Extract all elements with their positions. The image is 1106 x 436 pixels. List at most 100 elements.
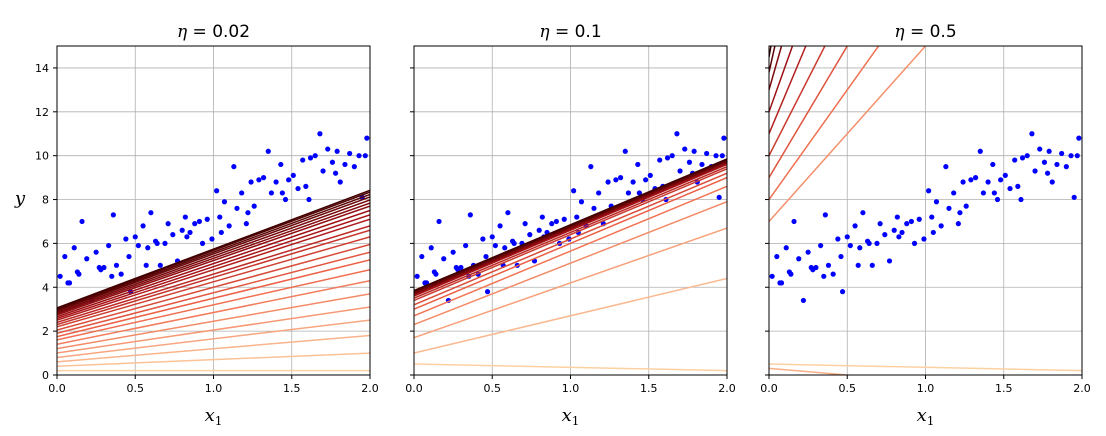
scatter-point [511, 240, 517, 246]
scatter-point [306, 196, 312, 203]
prediction-line [57, 319, 370, 359]
scatter-point [716, 194, 722, 200]
scatter-point [268, 190, 275, 196]
scatter-point [196, 218, 203, 225]
prediction-line [414, 158, 727, 292]
scatter-point [796, 256, 802, 262]
scatter-point [721, 135, 727, 141]
scatter-point [719, 153, 725, 159]
scatter-point [929, 214, 935, 220]
scatter-point [106, 242, 112, 249]
scatter-point [704, 150, 710, 157]
x-tick-label: 1.0 [205, 382, 223, 395]
scatter-point [1071, 194, 1077, 200]
scatter-point [630, 179, 636, 185]
scatter-point [245, 210, 251, 216]
prediction-line [414, 363, 727, 372]
x-tick-label: 0.0 [760, 382, 778, 395]
scatter-point [450, 249, 456, 255]
scatter-point [290, 172, 296, 179]
scatter-point [184, 234, 190, 240]
scatter-point [248, 179, 254, 185]
x-tick-label: 1.5 [640, 382, 658, 395]
scatter-point [588, 164, 594, 170]
scatter-point [282, 196, 289, 203]
scatter-points [57, 131, 370, 304]
scatter-point [891, 227, 897, 233]
scatter-point [243, 221, 249, 227]
prediction-line [769, 46, 927, 222]
x-tick-label: 2.0 [1073, 382, 1091, 395]
scatter-point [1029, 131, 1035, 137]
scatter-point [1076, 135, 1082, 141]
scatter-point [991, 190, 997, 196]
scatter-point [769, 273, 775, 279]
chart-title: η = 0.1 [539, 22, 601, 42]
scatter-point [300, 157, 306, 163]
scatter-point [453, 264, 459, 271]
scatter-point [838, 253, 844, 260]
y-tick-label: 8 [42, 194, 49, 207]
scatter-point [963, 203, 969, 209]
scatter-point [1044, 170, 1051, 176]
scatter-point [808, 264, 814, 271]
scatter-point [686, 159, 693, 165]
scatter-point [946, 205, 952, 211]
scatter-point [622, 148, 628, 154]
scatter-point [800, 297, 807, 304]
scatter-point [951, 190, 957, 196]
scatter-point [422, 280, 428, 286]
prediction-line [57, 225, 370, 324]
scatter-point [613, 177, 619, 183]
scatter-point [643, 177, 649, 183]
y-tick-label: 12 [35, 106, 49, 119]
scatter-point [818, 242, 824, 249]
scatter-point [1032, 168, 1038, 174]
prediction-line [57, 268, 370, 341]
prediction-line [57, 259, 370, 338]
scatter-point [148, 210, 154, 216]
scatter-point [596, 190, 602, 196]
x-tick-label: 1.0 [562, 382, 580, 395]
scatter-point [157, 262, 163, 268]
scatter-point [337, 179, 343, 185]
scatter-point [813, 264, 819, 271]
scatter-point [536, 227, 542, 233]
scatter-point [489, 234, 495, 240]
scatter-point [791, 218, 797, 225]
scatter-point [74, 269, 80, 275]
prediction-line [57, 218, 370, 321]
scatter-point [135, 242, 141, 249]
scatter-point [332, 170, 339, 176]
scatter-point [561, 216, 567, 222]
scatter-point [347, 150, 353, 157]
scatter-point [84, 256, 90, 262]
prediction-line [57, 293, 370, 350]
scatter-point [635, 161, 641, 168]
scatter-point [214, 188, 220, 194]
scatter-point [1068, 153, 1074, 159]
scatter-point [226, 223, 232, 229]
scatter-point [239, 190, 245, 196]
scatter-point [882, 232, 888, 238]
prediction-line [57, 229, 370, 326]
scatter-point [591, 205, 597, 211]
prediction-line [57, 193, 370, 311]
scatter-point [273, 179, 279, 185]
scatter-point [165, 221, 171, 227]
scatter-point [414, 273, 420, 279]
prediction-lines [769, 46, 1082, 375]
scatter-point [855, 262, 861, 268]
scatter-point [57, 273, 63, 279]
scatter-point [957, 210, 963, 216]
scatter-point [71, 245, 77, 251]
scatter-point [1054, 161, 1060, 168]
scatter-point [908, 218, 915, 225]
prediction-line [57, 189, 370, 309]
prediction-line [769, 46, 826, 157]
prediction-line [57, 334, 370, 363]
scatter-point [187, 229, 193, 236]
scatter-point [916, 216, 922, 222]
scatter-point [286, 177, 292, 183]
y-tick-label: 0 [42, 369, 49, 382]
